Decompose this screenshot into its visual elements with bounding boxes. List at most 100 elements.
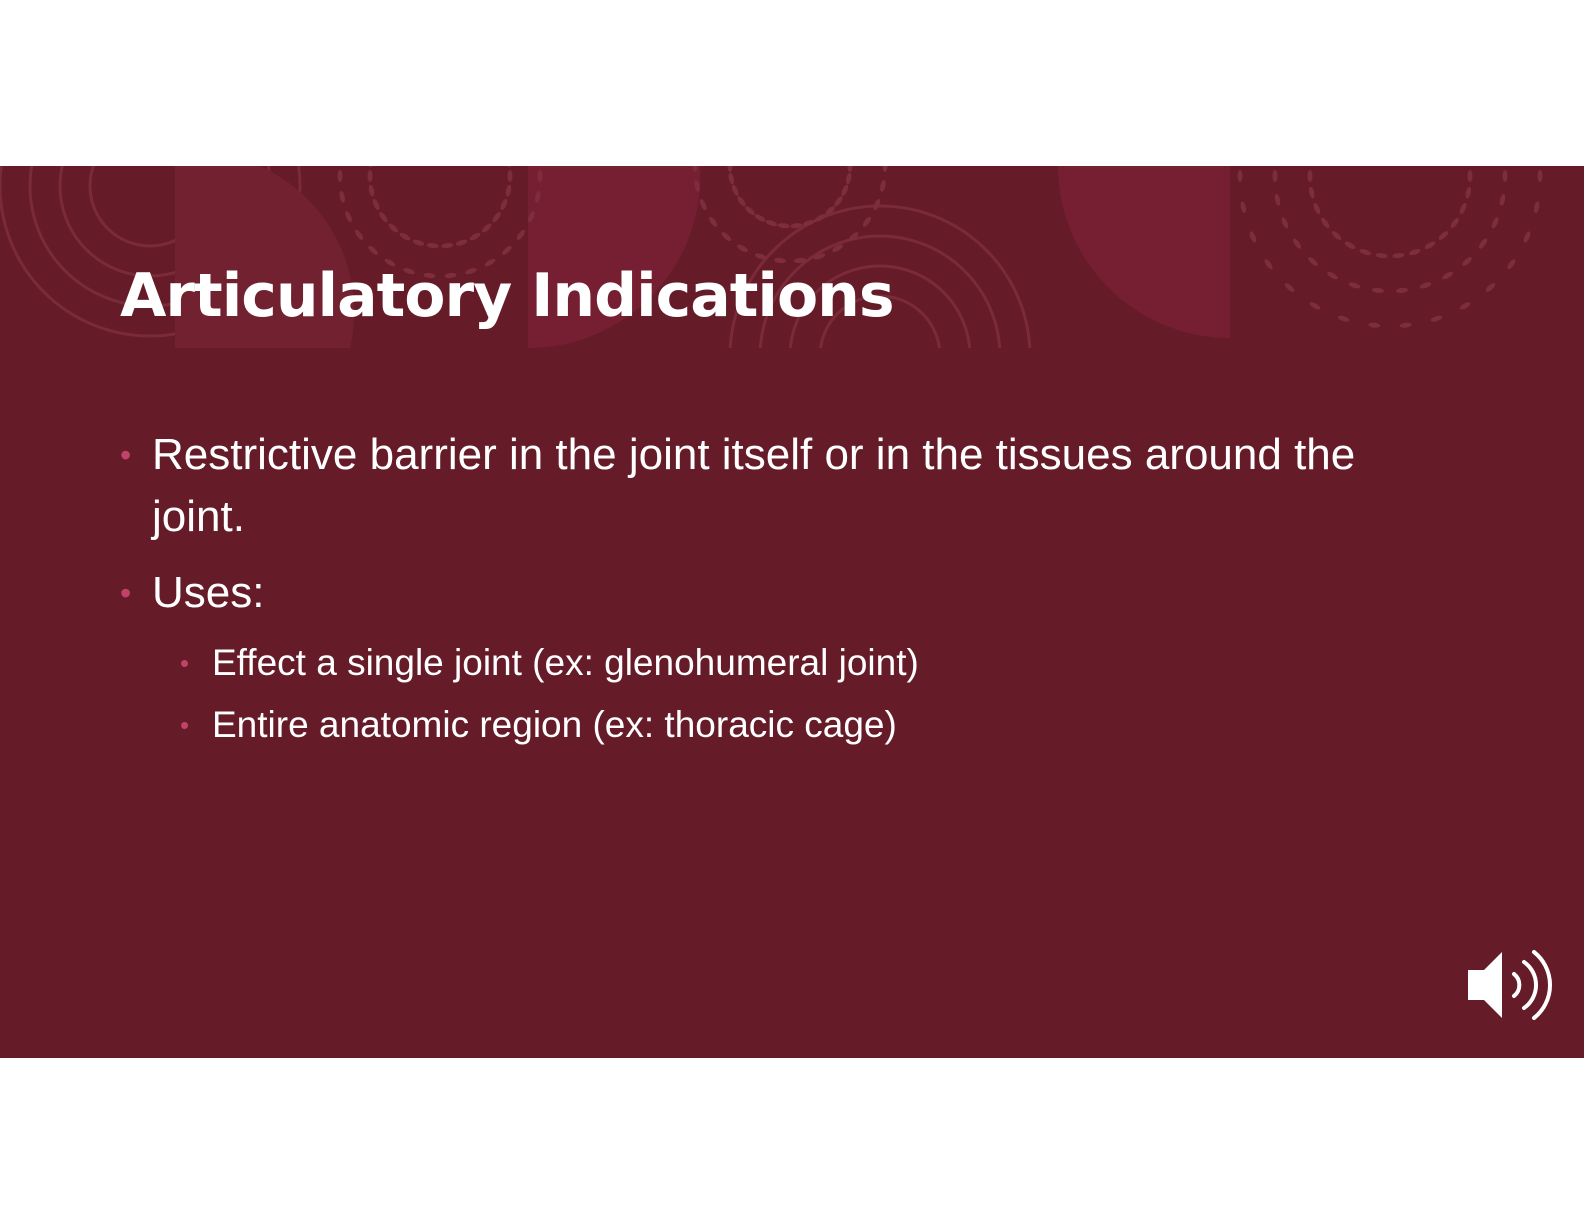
decorative-dash (1533, 201, 1540, 214)
decorative-dash (1450, 217, 1459, 229)
decorative-dash (500, 198, 508, 211)
decorative-dash (1465, 186, 1472, 199)
decorative-dash (388, 223, 398, 233)
decorative-dash (441, 243, 454, 249)
decorative-dash (845, 172, 852, 185)
speaker-icon[interactable] (1458, 932, 1564, 1038)
decorative-dash (745, 206, 755, 216)
decorative-dash (339, 190, 345, 203)
decorative-dash (1442, 271, 1453, 280)
sub-bullet-text: Effect a single joint (ex: glenohumeral … (212, 642, 919, 683)
decorative-dash (1408, 249, 1421, 256)
decorative-dash (699, 199, 707, 211)
decorative-dash (455, 239, 468, 246)
decorative-dash (1272, 170, 1278, 182)
bullet-dot-icon: • (180, 648, 190, 678)
decorative-dash (368, 245, 378, 255)
decorative-dash (1249, 231, 1257, 243)
decorative-dash (426, 243, 439, 249)
decorative-dash (1399, 322, 1412, 328)
decorative-dash (1424, 241, 1436, 249)
decorative-dash (1313, 202, 1321, 215)
decorative-dash (692, 166, 698, 172)
decorative-dash (1337, 315, 1350, 322)
decorative-dash (368, 166, 375, 168)
decorative-dash (790, 223, 803, 229)
decorative-dash (793, 257, 806, 264)
decorative-dash (1348, 282, 1361, 289)
decorative-dash (841, 184, 849, 196)
decorative-dash (1274, 194, 1281, 206)
decorative-dash (1396, 287, 1408, 293)
decorative-dash (528, 211, 535, 223)
decorative-dash (1284, 283, 1295, 292)
decorative-dash (709, 216, 718, 227)
decorative-dash (814, 214, 826, 222)
sub-bullet-item: • Effect a single joint (ex: glenohumera… (180, 634, 1460, 692)
bullet-list: • Restrictive barrier in the joint itsel… (120, 424, 1460, 758)
decorative-dash (465, 268, 477, 275)
decorative-dash (1359, 249, 1372, 256)
decorative-dash (403, 268, 415, 275)
decorative-dash (1392, 253, 1405, 259)
decorative-dash (337, 170, 343, 182)
slide: Articulatory Indications • Restrictive b… (0, 166, 1584, 1058)
decorative-dash (754, 253, 767, 260)
decorative-dash (1507, 259, 1516, 270)
decorative-dash (1281, 217, 1289, 229)
decorative-dash (777, 223, 790, 229)
decorative-dash (847, 166, 853, 172)
decorative-dash (367, 170, 373, 182)
decorative-dash (765, 220, 778, 227)
decorative-dash (535, 190, 541, 203)
decorative-dash (492, 212, 501, 223)
decorative-dash (721, 232, 732, 242)
decorative-dash (484, 258, 496, 267)
decorative-dash (507, 170, 513, 182)
decorative-dash (727, 166, 733, 172)
decorative-dash (862, 216, 871, 227)
decorative-dash (1499, 194, 1506, 206)
decorative-banner-pattern (0, 166, 1543, 348)
decorative-dash (355, 229, 364, 240)
decorative-dash (880, 179, 886, 192)
decorative-dash (1502, 170, 1508, 182)
decorative-dash (1375, 253, 1388, 259)
decorative-dash (1372, 287, 1384, 293)
decorative-dash (848, 232, 859, 242)
decorative-dash (1459, 202, 1467, 215)
decorative-dash (825, 206, 835, 216)
decorative-dash (737, 196, 746, 207)
decorative-dash (1331, 231, 1342, 240)
decorative-dash (1462, 257, 1472, 266)
decorative-dash (882, 166, 888, 172)
decorative-dash (1368, 322, 1381, 328)
bullet-dot-icon: • (120, 437, 132, 473)
decorative-dash (1459, 302, 1471, 310)
sub-bullet-text: Entire anatomic region (ex: thoracic cag… (212, 704, 897, 745)
sub-bullet-item: • Entire anatomic region (ex: thoracic c… (180, 696, 1460, 754)
decorative-dash (482, 223, 492, 233)
decorative-dash (834, 196, 843, 207)
decorative-dash (1292, 238, 1302, 249)
decorative-dash (813, 253, 826, 260)
decorative-dash (1309, 302, 1321, 310)
decorative-dash (1327, 271, 1338, 280)
decorative-dash (399, 232, 411, 241)
decorative-dash (774, 257, 787, 264)
bullet-dot-icon: • (180, 710, 190, 740)
decorative-dash (384, 258, 396, 267)
decorative-dash (1308, 186, 1315, 199)
decorative-dash (1419, 282, 1432, 289)
decorative-dash (1430, 315, 1443, 322)
decorative-dash (731, 184, 739, 196)
decorative-dash (423, 272, 436, 279)
decorative-dash (1467, 170, 1473, 182)
decorative-dash (379, 212, 388, 223)
decorative-dash (1344, 241, 1356, 249)
sub-bullet-list: • Effect a single joint (ex: glenohumera… (120, 634, 1460, 754)
decorative-dash (737, 244, 748, 252)
bullet-text: Uses: (152, 568, 265, 617)
decorative-dash (1307, 170, 1313, 182)
decorative-dash (1264, 259, 1273, 270)
